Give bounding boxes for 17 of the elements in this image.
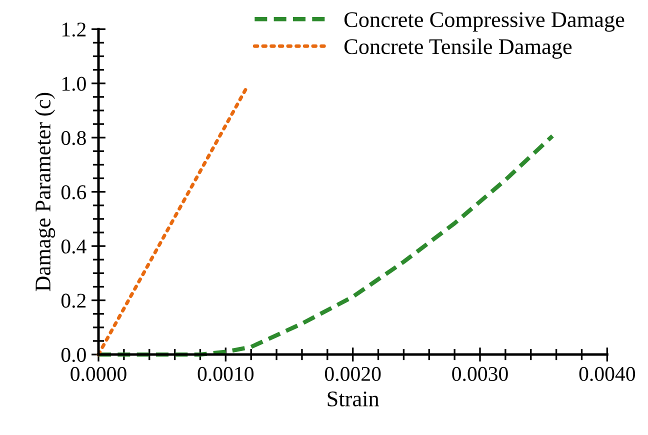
y-tick-label: 0.8 (61, 130, 86, 146)
y-tick-label: 0.2 (61, 294, 86, 308)
y-tick-label: 1.2 (62, 22, 86, 37)
x-tick-label: 0.0000 (70, 366, 126, 382)
x-tick-label: 0.0010 (198, 366, 254, 382)
y-tick-label: 0.4 (61, 239, 86, 254)
x-tick-label: 0.0020 (324, 366, 381, 382)
y-tick-label: 0.0 (61, 348, 86, 362)
x-axis-title: Strain (328, 391, 380, 406)
legend-label: Concrete Tensile Damage (344, 38, 572, 59)
legend-label: Concrete Compressive Damage (344, 12, 624, 32)
line-series (96, 87, 248, 356)
y-axis-title: Damage Parameter (c) (34, 92, 56, 292)
x-tick-label: 0.0040 (579, 366, 636, 382)
y-tick-label: 0.6 (61, 185, 86, 200)
y-tick-label: 1.0 (62, 76, 86, 91)
x-tick-label: 0.0030 (452, 366, 508, 382)
